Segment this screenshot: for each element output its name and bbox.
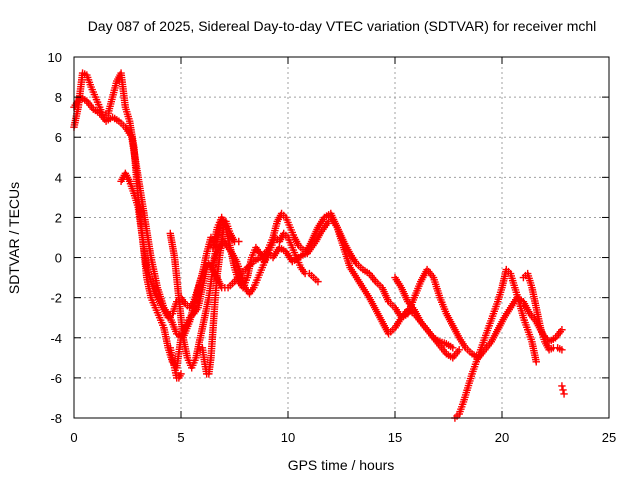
series-trace-j <box>451 265 540 422</box>
x-tick-label: 20 <box>495 430 509 445</box>
y-tick-label: -6 <box>50 371 62 386</box>
data-point <box>558 346 566 354</box>
data-point <box>558 326 566 334</box>
data-point <box>532 358 540 366</box>
data-point <box>455 346 463 354</box>
series-trace-c <box>117 169 215 322</box>
x-axis-label: GPS time / hours <box>288 457 395 473</box>
y-axis-label: SDTVAR / TECUs <box>6 182 22 294</box>
data-point <box>449 344 457 352</box>
series-trace-g <box>209 209 333 292</box>
series-trace-k <box>519 269 566 354</box>
axis-ticks <box>73 56 610 419</box>
x-tick-label: 15 <box>388 430 402 445</box>
x-tick-labels: 0 5 10 15 20 25 <box>70 430 616 445</box>
data-point <box>207 233 215 242</box>
data-point <box>558 382 566 390</box>
x-tick-label: 25 <box>602 430 616 445</box>
chart-title: Day 087 of 2025, Sidereal Day-to-day VTE… <box>88 18 597 34</box>
series-trace-i <box>391 273 457 352</box>
data-point <box>235 237 243 246</box>
y-tick-label: 0 <box>55 251 62 266</box>
data-point <box>560 390 568 398</box>
x-tick-label: 10 <box>281 430 295 445</box>
y-tick-labels: -8 -6 -4 -2 0 2 4 6 8 10 <box>48 50 62 426</box>
data-point <box>314 277 322 286</box>
data-marks <box>70 69 568 422</box>
x-tick-label: 5 <box>177 430 184 445</box>
y-tick-label: 10 <box>48 50 62 65</box>
y-tick-label: -2 <box>50 291 62 306</box>
data-point <box>559 386 567 394</box>
y-tick-label: -8 <box>50 411 62 426</box>
series-trace-l <box>558 382 568 398</box>
y-tick-label: 6 <box>55 130 62 145</box>
series-trace-f <box>198 223 228 378</box>
y-tick-label: 2 <box>55 210 62 225</box>
plot-frame <box>73 56 610 419</box>
x-tick-label: 0 <box>70 430 77 445</box>
y-tick-label: -4 <box>50 331 62 346</box>
data-point <box>177 370 185 378</box>
series-trace-d <box>166 215 243 372</box>
y-tick-label: 8 <box>55 90 62 105</box>
series-trace-e <box>166 344 185 382</box>
y-tick-label: 4 <box>55 170 62 185</box>
